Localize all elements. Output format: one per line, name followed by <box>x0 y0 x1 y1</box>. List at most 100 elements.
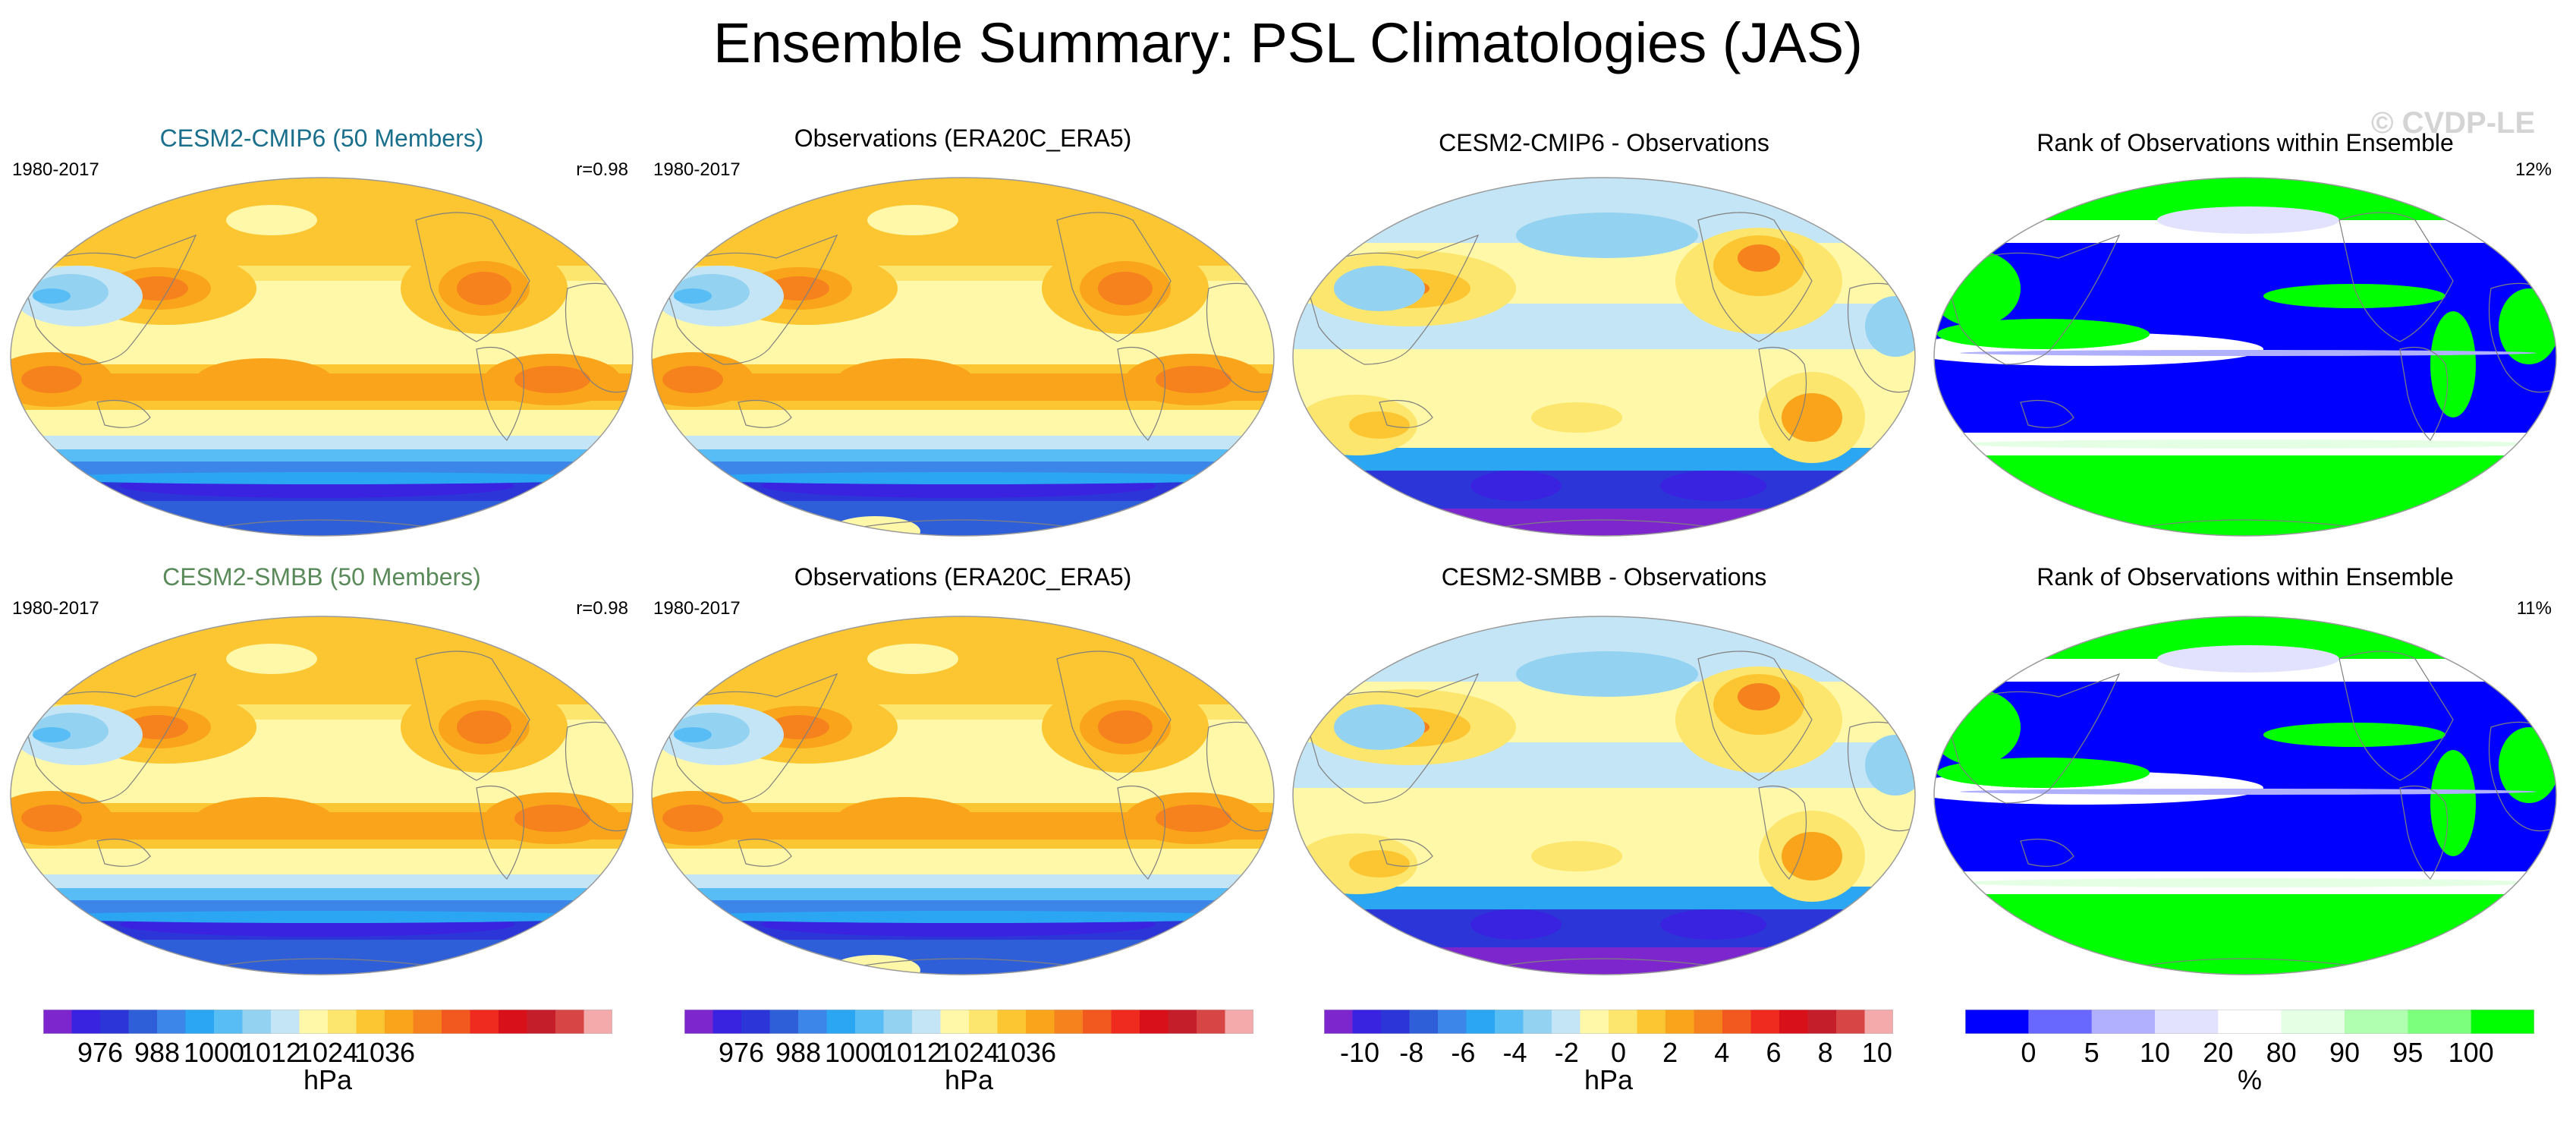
colorbar-swatch <box>684 1010 713 1034</box>
field-blob <box>1960 789 2537 795</box>
map-panel-r1c2: Observations (ERA20C_ERA5) 1980-2017 <box>647 114 1279 539</box>
field-blob <box>514 805 590 832</box>
low-pressure-edge <box>678 911 1254 923</box>
field-blob <box>1531 841 1622 871</box>
field-blob <box>867 205 958 235</box>
colorbar-swatch <box>1609 1010 1637 1034</box>
colorbar-swatch <box>555 1010 584 1034</box>
field-blob <box>127 715 188 739</box>
colorbar-tick-label: 1000 <box>824 1037 886 1068</box>
south-pacific-high <box>837 358 973 401</box>
colorbar-swatch <box>43 1010 72 1034</box>
map-panel-r2c2: Observations (ERA20C_ERA5) 1980-2017 <box>647 553 1279 978</box>
field-blob <box>2157 645 2339 673</box>
field-blob <box>662 805 723 832</box>
colorbar-swatch <box>997 1010 1027 1034</box>
coastlines <box>20 651 633 971</box>
colorbar-swatch <box>128 1010 158 1034</box>
colorbar-swatch <box>385 1010 414 1034</box>
map-panel-r2c3: CESM2-SMBB - Observations <box>1288 553 1920 978</box>
colorbar-swatch <box>741 1010 770 1034</box>
colorbar-swatch <box>71 1010 101 1034</box>
field-blob <box>867 644 958 674</box>
map-r1c3 <box>1292 177 1916 537</box>
colorbar-swatch <box>1694 1010 1723 1034</box>
field-blob <box>1960 350 2537 356</box>
colorbar-tick-label: -4 <box>1502 1037 1527 1068</box>
colorbar-tick-label: 1012 <box>881 1037 943 1068</box>
colorbar-tick-label: 20 <box>2203 1037 2234 1068</box>
colorbar-swatches <box>1965 1010 2534 1034</box>
field-blob <box>457 272 511 305</box>
field-blob <box>1349 411 1410 439</box>
map-border <box>1933 177 2557 537</box>
pacific-high-rank <box>1937 758 2150 788</box>
field-band <box>652 849 1274 874</box>
colorbar-swatch <box>2345 1010 2408 1034</box>
colorbar-tick-label: 5 <box>2084 1037 2099 1068</box>
field-blob <box>226 205 317 235</box>
colorbar-tick-label: 2 <box>1662 1037 1678 1068</box>
field-blob <box>2263 284 2445 308</box>
colorbar-swatches <box>43 1010 612 1034</box>
colorbar-tick-label: 1024 <box>297 1037 359 1068</box>
field-band <box>11 410 633 436</box>
field-blob <box>33 288 71 304</box>
field-band <box>652 436 1274 449</box>
panel-title: CESM2-CMIP6 - Observations <box>1439 129 1769 156</box>
colorbar-swatch <box>1722 1010 1751 1034</box>
field-blob <box>1738 244 1780 272</box>
colorbar-swatch <box>1111 1010 1140 1034</box>
pacific-high-rank <box>1937 319 2150 349</box>
map-border <box>651 616 1275 975</box>
colorbar-swatch <box>1495 1010 1524 1034</box>
colorbar-tick-label: 988 <box>134 1037 181 1068</box>
colorbar-unit: hPa <box>1584 1064 1634 1095</box>
field-band <box>1293 947 1915 975</box>
colorbar-swatch <box>299 1010 329 1034</box>
colorbar-swatch <box>583 1010 612 1034</box>
colorbar-swatch <box>2218 1010 2282 1034</box>
field-blob <box>33 727 71 742</box>
field-band <box>11 449 633 462</box>
panel-period: 1980-2017 <box>653 159 741 180</box>
colorbar-swatch <box>855 1010 884 1034</box>
field-band <box>11 178 633 266</box>
map-r1c2 <box>651 177 1275 537</box>
southern-low-bias <box>1660 909 1766 940</box>
colorbar-tick-label: 1024 <box>938 1037 1000 1068</box>
field-blob <box>1098 710 1153 744</box>
colorbar-swatch <box>2028 1010 2093 1034</box>
colorbar-tick-label: 10 <box>1861 1037 1892 1068</box>
watermark: © CVDP-LE <box>2371 106 2536 140</box>
field-blob <box>2263 723 2445 747</box>
panel-stat: 12% <box>2515 159 2552 180</box>
colorbar-tick-label: 1036 <box>354 1037 416 1068</box>
south-pacific-high <box>837 797 973 840</box>
colorbar-tick-label: 100 <box>2448 1037 2494 1068</box>
field-blob <box>226 644 317 674</box>
colorbar-tick-label: 6 <box>1766 1037 1782 1068</box>
colorbar-swatch <box>969 1010 998 1034</box>
colorbar-tick-label: 80 <box>2266 1037 2297 1068</box>
colorbar-swatch <box>2408 1010 2472 1034</box>
map-border <box>1933 616 2557 975</box>
colorbar-swatch <box>1438 1010 1467 1034</box>
southern-low-bias <box>1660 471 1766 501</box>
field-blob <box>769 715 829 739</box>
colorbar-tick-label: -6 <box>1451 1037 1476 1068</box>
field-blob <box>674 727 712 742</box>
panel-title: CESM2-SMBB - Observations <box>1441 563 1767 591</box>
colorbar-tick-label: 1012 <box>240 1037 302 1068</box>
colorbar-unit: hPa <box>303 1064 353 1095</box>
colorbar-swatch <box>271 1010 300 1034</box>
colorbar-swatch <box>912 1010 941 1034</box>
map-panel-r1c1: CESM2-CMIP6 (50 Members) 1980-2017 r=0.9… <box>6 114 637 539</box>
map-r2c3 <box>1292 616 1916 975</box>
field-band <box>652 410 1274 436</box>
colorbar-tick-label: 0 <box>2021 1037 2037 1068</box>
colorbar-swatch <box>1836 1010 1865 1034</box>
colorbar-swatch <box>527 1010 556 1034</box>
colorbar-swatch <box>2155 1010 2219 1034</box>
map-border <box>1292 177 1916 537</box>
